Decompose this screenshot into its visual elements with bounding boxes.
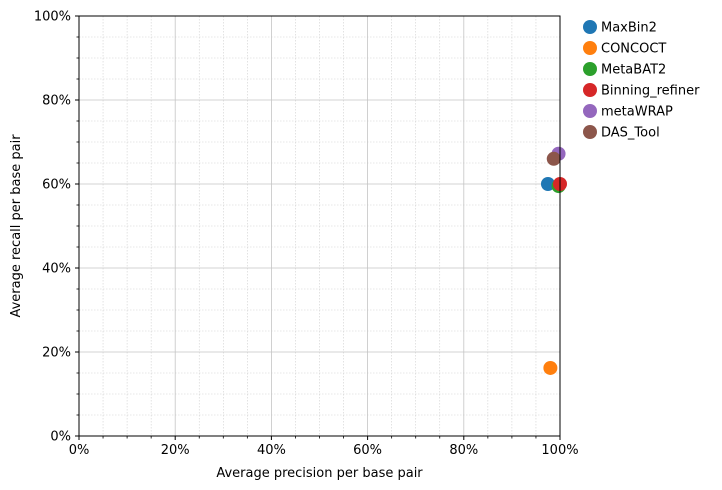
x-tick-label: 0% [69, 443, 90, 458]
y-tick-label: 0% [50, 430, 71, 445]
legend-label: metaWRAP [601, 105, 673, 120]
x-tick-label: 60% [353, 443, 382, 458]
y-tick-label: 40% [42, 262, 71, 277]
x-tick-label: 100% [541, 443, 578, 458]
x-axis-label: Average precision per base pair [216, 466, 423, 481]
legend-marker [583, 62, 597, 76]
point-das-tool [546, 151, 561, 166]
data-points [540, 146, 567, 375]
y-tick-label: 100% [34, 10, 71, 25]
y-axis-label: Average recall per base pair [9, 134, 24, 318]
x-tick-label: 80% [449, 443, 478, 458]
legend-label: CONCOCT [601, 42, 666, 57]
legend-marker [583, 41, 597, 55]
point-maxbin2 [540, 177, 555, 191]
legend-label: MetaBAT2 [601, 63, 666, 78]
y-tick-label: 60% [42, 178, 71, 193]
legend: MaxBin2 CONCOCT MetaBAT2 Binning_refinermet… [583, 20, 700, 141]
legend-marker [583, 125, 597, 139]
legend-marker [583, 104, 597, 118]
legend-item: MetaBAT2 [583, 62, 666, 78]
legend-item: metaWRAP [583, 104, 673, 120]
x-tick-label: 20% [161, 443, 190, 458]
y-tick-label: 80% [42, 94, 71, 109]
legend-label: DAS_Tool [601, 126, 660, 141]
legend-item: Binning_refiner [583, 83, 700, 99]
legend-item: DAS_Tool [583, 125, 660, 141]
legend-label: MaxBin2 [601, 21, 657, 36]
major-grid [79, 16, 560, 436]
legend-label: Binning_refiner [601, 84, 700, 99]
legend-item: CONCOCT [583, 41, 666, 57]
point-concoct [543, 360, 558, 375]
legend-marker [583, 83, 597, 97]
legend-marker [583, 20, 597, 34]
y-tick-label: 20% [42, 346, 71, 361]
minor-grid [79, 16, 560, 436]
x-tick-label: 40% [257, 443, 286, 458]
legend-item: MaxBin2 [583, 20, 657, 36]
axis-ticks: 0% 20% 40% 60% 80% 100% 0% 20% 40% 60% 80% 100% [34, 10, 579, 459]
